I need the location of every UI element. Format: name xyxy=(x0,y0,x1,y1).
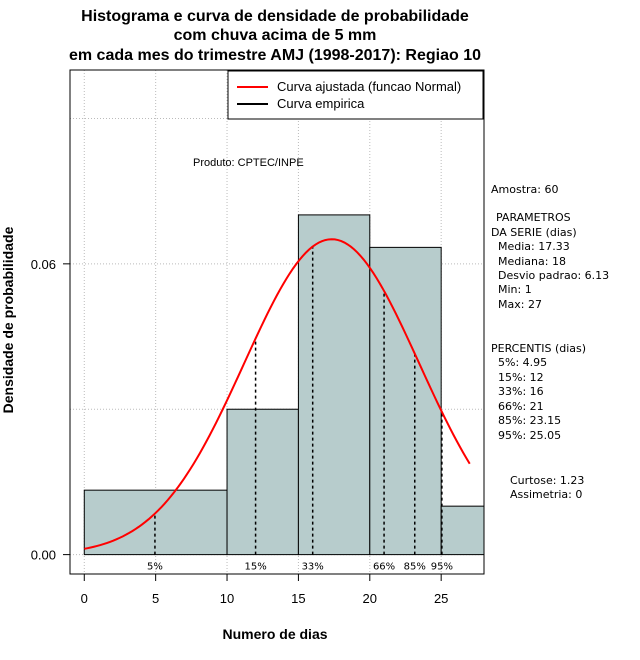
histogram-bar xyxy=(297,214,371,556)
x-tick-label: 20 xyxy=(363,591,377,606)
stats-param: Mediana: 18 xyxy=(498,255,566,268)
percentile-label: 5% xyxy=(147,562,163,573)
stats-percentil: 33%: 16 xyxy=(498,385,544,398)
percentile-label: 95% xyxy=(431,562,453,573)
stats-percentil: 15%: 12 xyxy=(498,371,544,384)
stats-percentil: 66%: 21 xyxy=(498,400,544,413)
normal-curve-line xyxy=(84,238,471,550)
chart-title-line-1: Histograma e curva de densidade de proba… xyxy=(81,8,469,25)
stats-param: Media: 17.33 xyxy=(498,240,570,253)
histogram-bars xyxy=(83,214,485,556)
legend: Curva ajustada (funcao Normal) Curva emp… xyxy=(227,70,484,120)
stats-panel: Amostra: 60 PARAMETROS DA SERIE (dias) M… xyxy=(491,183,609,501)
plot-frame xyxy=(69,69,485,575)
percentile-lines: 5% 15% 33% 66% 85% 95% xyxy=(147,246,453,573)
stats-assimetria: Assimetria: 0 xyxy=(510,488,582,501)
stats-params-heading: PARAMETROS xyxy=(496,211,571,224)
x-tick-label: 25 xyxy=(434,591,448,606)
y-tick-label: 0.06 xyxy=(31,257,56,272)
stats-params-subheading: DA SERIE (dias) xyxy=(491,226,577,239)
stats-param: Desvio padrao: 6.13 xyxy=(498,269,609,282)
stats-percentil: 95%: 25.05 xyxy=(498,429,561,442)
stats-param: Min: 1 xyxy=(498,283,532,296)
stats-percentis-heading: PERCENTIS (dias) xyxy=(491,342,586,355)
x-axis-label: Numero de dias xyxy=(222,626,327,642)
percentile-label: 33% xyxy=(302,562,324,573)
histogram-bar xyxy=(226,408,299,556)
x-tick-label: 15 xyxy=(291,591,305,606)
percentile-label: 85% xyxy=(404,562,426,573)
histogram-bar xyxy=(369,246,442,556)
x-tick-label: 0 xyxy=(81,591,88,606)
product-annotation: Produto: CPTEC/INPE xyxy=(193,157,304,169)
stats-sample: Amostra: 60 xyxy=(491,183,558,196)
stats-param: Max: 27 xyxy=(498,298,542,311)
stats-percentil: 5%: 4.95 xyxy=(498,356,547,369)
percentile-label: 15% xyxy=(244,562,266,573)
y-tick-label: 0.00 xyxy=(31,548,56,563)
x-tick-label: 5 xyxy=(152,591,159,606)
chart-title-line-2: com chuva acima de 5 mm xyxy=(174,27,377,44)
y-axis-label: Densidade de probabilidade xyxy=(0,226,16,413)
legend-normal-label: Curva ajustada (funcao Normal) xyxy=(277,79,461,94)
x-tick-label: 10 xyxy=(220,591,234,606)
axes: 0 5 10 15 20 25 0.00 0.06 xyxy=(31,69,485,606)
percentile-label: 66% xyxy=(373,562,395,573)
legend-empirical-label: Curva empirica xyxy=(277,96,365,111)
legend-box xyxy=(227,70,484,120)
histogram-bar xyxy=(440,505,485,556)
normal-curve-layer xyxy=(84,238,471,550)
stats-percentil: 85%: 23.15 xyxy=(498,414,561,427)
stats-curtose: Curtose: 1.23 xyxy=(510,474,584,487)
chart-title-line-3: em cada mes do trimestre AMJ (1998-2017)… xyxy=(69,47,481,64)
